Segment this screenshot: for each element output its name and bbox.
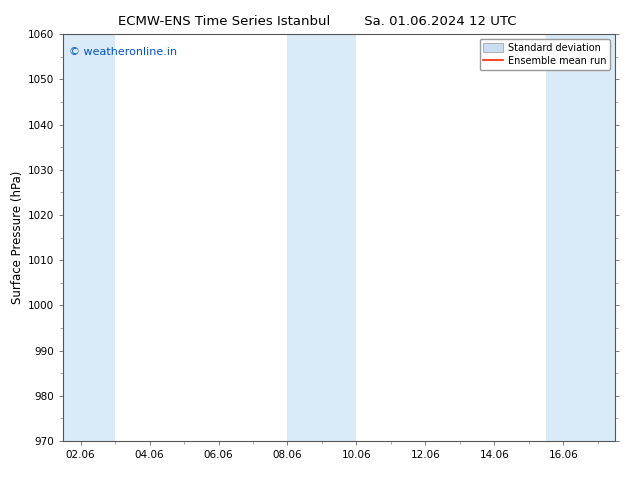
Bar <box>63 34 115 441</box>
Legend: Standard deviation, Ensemble mean run: Standard deviation, Ensemble mean run <box>479 39 610 70</box>
Bar <box>287 34 356 441</box>
Text: © weatheronline.in: © weatheronline.in <box>69 47 177 56</box>
Text: ECMW-ENS Time Series Istanbul        Sa. 01.06.2024 12 UTC: ECMW-ENS Time Series Istanbul Sa. 01.06.… <box>118 15 516 28</box>
Y-axis label: Surface Pressure (hPa): Surface Pressure (hPa) <box>11 171 24 304</box>
Bar <box>546 34 615 441</box>
